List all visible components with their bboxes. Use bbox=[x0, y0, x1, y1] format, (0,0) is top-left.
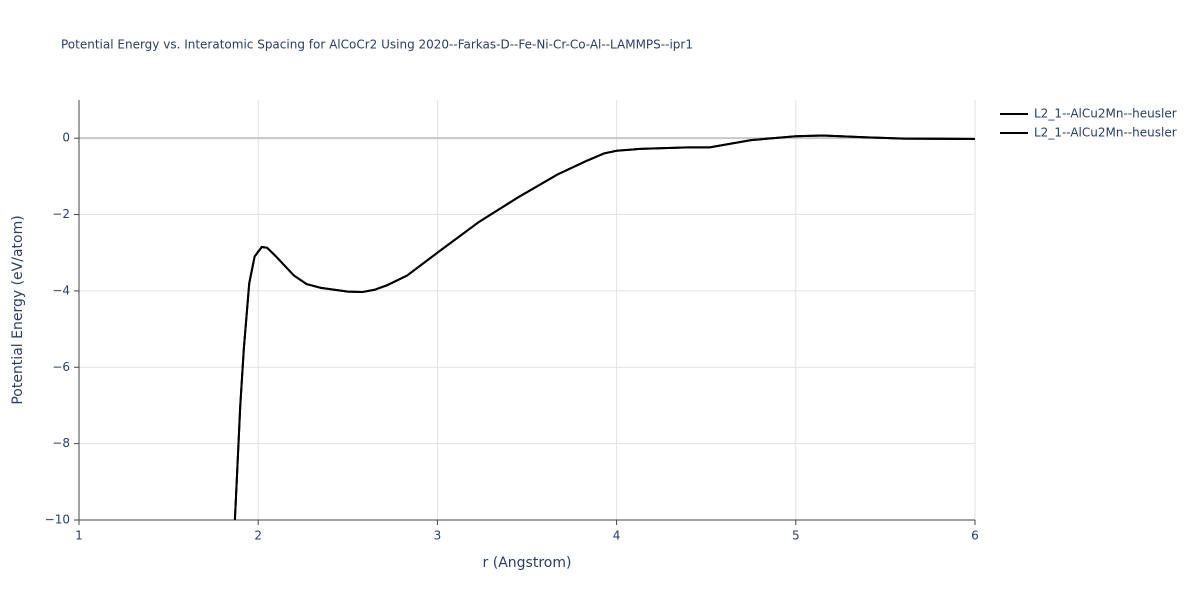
x-tick-label: 6 bbox=[971, 529, 979, 543]
x-tick-label: 3 bbox=[434, 529, 442, 543]
y-tick-label: −6 bbox=[52, 360, 70, 374]
legend-label: L2_1--AlCu2Mn--heusler bbox=[1034, 107, 1177, 121]
x-tick-label: 5 bbox=[792, 529, 800, 543]
y-tick-label: −10 bbox=[45, 513, 70, 527]
y-tick-label: −8 bbox=[52, 436, 70, 450]
x-tick-label: 1 bbox=[75, 529, 83, 543]
x-axis-label: r (Angstrom) bbox=[483, 555, 572, 571]
x-tick-label: 2 bbox=[254, 529, 262, 543]
line-series bbox=[233, 134, 975, 520]
y-tick-label: 0 bbox=[62, 131, 70, 145]
legend-label: L2_1--AlCu2Mn--heusler bbox=[1034, 126, 1177, 140]
x-tick-label: 4 bbox=[613, 529, 621, 543]
y-axis-label: Potential Energy (eV/atom) bbox=[10, 215, 26, 404]
y-tick-label: −2 bbox=[52, 207, 70, 221]
y-tick-label: −4 bbox=[52, 283, 70, 297]
line-series bbox=[233, 134, 975, 520]
chart-title: Potential Energy vs. Interatomic Spacing… bbox=[61, 38, 693, 52]
